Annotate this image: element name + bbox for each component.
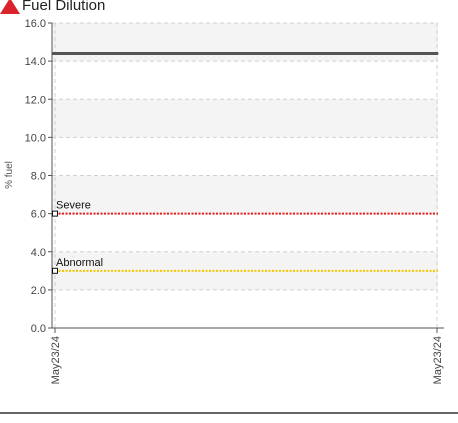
background-band <box>52 175 438 214</box>
x-axis-ticks: May23/24 May23/24 <box>50 328 444 384</box>
background-band <box>52 23 438 62</box>
threshold-lines: Severe Abnormal <box>52 200 438 274</box>
background-band <box>52 213 438 252</box>
y-tick-label: 6.0 <box>31 209 46 221</box>
background-band <box>52 137 438 176</box>
warning-triangle-icon <box>0 0 20 14</box>
y-tick-label: 12.0 <box>25 94 46 106</box>
threshold-label: Severe <box>56 200 91 212</box>
y-tick-label: 10.0 <box>25 132 46 144</box>
y-tick-label: 14.0 <box>25 56 46 68</box>
data-point <box>53 52 57 55</box>
y-tick-label: 0.0 <box>31 323 46 335</box>
threshold-marker <box>52 267 58 274</box>
y-tick-label: 8.0 <box>31 171 46 183</box>
x-tick-label: May23/24 <box>432 336 444 384</box>
threshold-label: Abnormal <box>56 257 103 269</box>
background-band <box>52 61 438 100</box>
y-tick-label: 2.0 <box>31 285 46 297</box>
background-band <box>52 99 438 138</box>
data-series <box>52 52 439 55</box>
chart-title: Fuel Dilution <box>22 0 105 14</box>
y-tick-label: 16.0 <box>25 18 46 30</box>
background-band <box>52 289 438 328</box>
x-tick-label: May23/24 <box>50 336 62 384</box>
y-axis-ticks: 0.0 2.0 4.0 6.0 8.0 10.0 12.0 14.0 16.0 <box>25 18 52 335</box>
y-axis-label: % fuel <box>4 161 15 189</box>
threshold-marker <box>52 210 58 217</box>
data-point <box>435 52 439 55</box>
y-tick-label: 4.0 <box>31 247 46 259</box>
